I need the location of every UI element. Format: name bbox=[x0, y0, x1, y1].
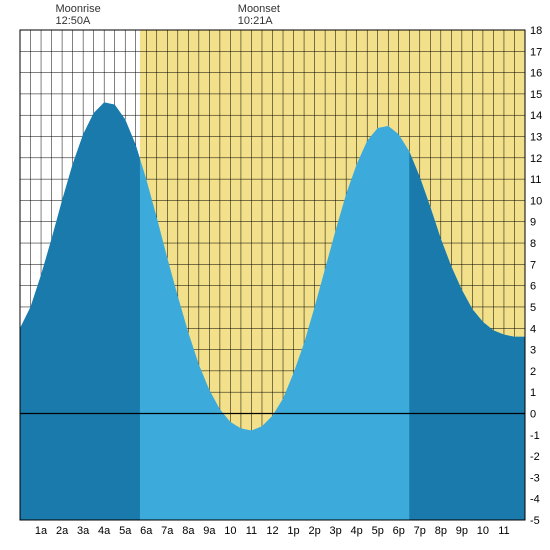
moonset-label: Moonset bbox=[238, 3, 280, 15]
x-tick-label: 1a bbox=[35, 525, 48, 537]
x-tick-label: 12 bbox=[266, 525, 278, 537]
y-tick-label: 3 bbox=[530, 345, 536, 357]
x-tick-label: 10 bbox=[477, 525, 489, 537]
x-tick-label: 7a bbox=[161, 525, 174, 537]
moonrise-label: Moonrise bbox=[55, 3, 100, 15]
x-tick-label: 8p bbox=[435, 525, 447, 537]
x-tick-label: 4p bbox=[351, 525, 363, 537]
x-tick-label: 5p bbox=[372, 525, 384, 537]
x-tick-label: 4a bbox=[98, 525, 111, 537]
y-tick-label: 5 bbox=[530, 302, 536, 314]
tide-shade-0 bbox=[20, 102, 140, 520]
y-tick-label: 4 bbox=[530, 323, 536, 335]
x-tick-label: 1p bbox=[287, 525, 299, 537]
y-tick-label: 14 bbox=[530, 110, 542, 122]
y-tick-label: -3 bbox=[530, 472, 540, 484]
x-tick-label: 9p bbox=[456, 525, 468, 537]
y-tick-label: 8 bbox=[530, 238, 536, 250]
x-tick-label: 3p bbox=[330, 525, 342, 537]
x-tick-label: 11 bbox=[498, 525, 509, 537]
x-tick-label: 11 bbox=[246, 525, 257, 537]
y-tick-label: 12 bbox=[530, 153, 542, 165]
y-tick-label: 11 bbox=[530, 174, 541, 186]
moonset-time: 10:21A bbox=[238, 15, 274, 27]
x-tick-label: 8a bbox=[182, 525, 195, 537]
y-tick-label: 6 bbox=[530, 281, 536, 293]
x-tick-label: 9a bbox=[203, 525, 216, 537]
y-tick-label: 9 bbox=[530, 217, 536, 229]
y-tick-label: 13 bbox=[530, 132, 542, 144]
chart-svg: 1a2a3a4a5a6a7a8a9a1011121p2p3p4p5p6p7p8p… bbox=[0, 0, 550, 550]
y-tick-label: 1 bbox=[530, 387, 536, 399]
x-tick-label: 10 bbox=[224, 525, 236, 537]
y-tick-label: 17 bbox=[530, 46, 542, 58]
x-tick-label: 7p bbox=[414, 525, 426, 537]
x-tick-label: 3a bbox=[77, 525, 90, 537]
y-tick-label: -5 bbox=[530, 515, 540, 527]
y-tick-label: -1 bbox=[530, 430, 540, 442]
x-tick-label: 6p bbox=[393, 525, 405, 537]
y-tick-label: 10 bbox=[530, 195, 542, 207]
y-tick-label: -2 bbox=[530, 451, 540, 463]
y-tick-label: 16 bbox=[530, 68, 542, 80]
y-tick-label: 0 bbox=[530, 408, 536, 420]
y-tick-label: 2 bbox=[530, 366, 536, 378]
y-tick-label: 18 bbox=[530, 25, 542, 37]
x-tick-label: 5a bbox=[119, 525, 132, 537]
y-tick-label: 7 bbox=[530, 259, 536, 271]
x-tick-label: 2p bbox=[308, 525, 320, 537]
x-tick-label: 6a bbox=[140, 525, 153, 537]
y-tick-label: -4 bbox=[530, 494, 540, 506]
x-tick-label: 2a bbox=[56, 525, 69, 537]
tide-chart: 1a2a3a4a5a6a7a8a9a1011121p2p3p4p5p6p7p8p… bbox=[0, 0, 550, 550]
y-tick-label: 15 bbox=[530, 89, 542, 101]
moonrise-time: 12:50A bbox=[55, 15, 91, 27]
